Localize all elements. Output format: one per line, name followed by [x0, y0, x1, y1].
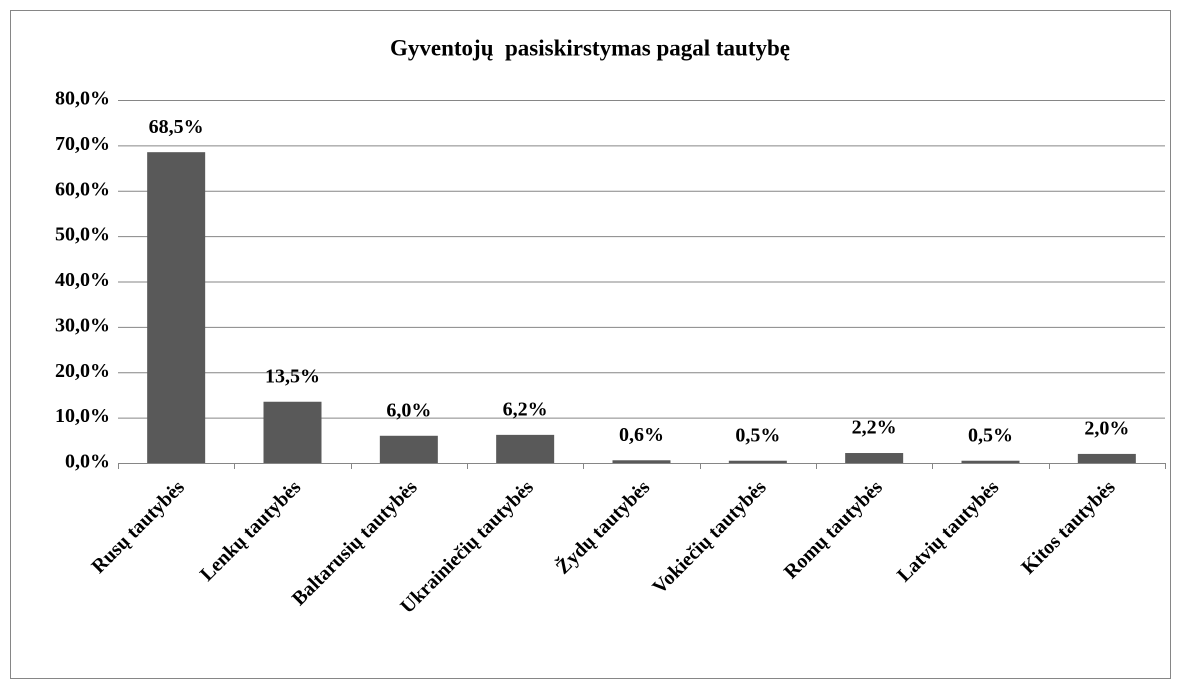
bar [379, 435, 438, 463]
bar [728, 460, 787, 463]
y-tick-label: 80,0% [55, 88, 110, 110]
y-tick-label: 40,0% [55, 269, 110, 291]
bar [961, 460, 1020, 463]
y-tick-label: 50,0% [55, 224, 110, 246]
value-label: 0,5% [968, 424, 1013, 446]
bar [263, 401, 322, 463]
value-label: 6,2% [503, 398, 548, 420]
bar [845, 453, 904, 463]
y-tick-label: 0,0% [65, 451, 110, 473]
y-tick-label: 20,0% [55, 360, 110, 382]
y-tick-label: 60,0% [55, 178, 110, 200]
bar [147, 152, 206, 463]
value-label: 6,0% [386, 399, 431, 421]
value-label: 0,6% [619, 424, 664, 446]
bar [1077, 453, 1136, 463]
value-label: 68,5% [149, 116, 204, 138]
value-label: 2,0% [1084, 418, 1129, 440]
value-label: 2,2% [852, 417, 897, 439]
value-label: 0,5% [735, 424, 780, 446]
bar [496, 434, 555, 463]
chart-title: Gyventojų pasiskirstymas pagal tautybę [390, 35, 790, 60]
y-tick-label: 30,0% [55, 314, 110, 336]
y-tick-label: 10,0% [55, 405, 110, 427]
bar [612, 460, 671, 463]
value-label: 13,5% [265, 365, 320, 387]
y-tick-label: 70,0% [55, 133, 110, 155]
